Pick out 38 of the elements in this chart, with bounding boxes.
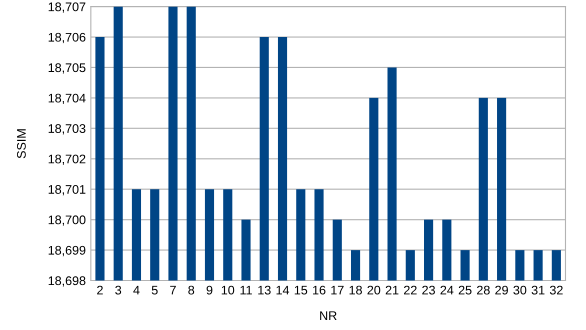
x-tick-label: 31	[532, 286, 544, 295]
x-tick-label: 18	[350, 286, 362, 295]
x-tick-label: 22	[404, 286, 417, 294]
x-tick-label: 24	[440, 286, 454, 294]
y-tick-label: 18,702	[48, 154, 86, 165]
y-tick-label: 18,703	[48, 124, 86, 134]
x-tick-label: 5	[152, 286, 158, 295]
x-axis-title: NR	[320, 311, 337, 320]
x-tick-label: 29	[495, 286, 508, 295]
x-tick-label: 7	[170, 286, 176, 294]
y-tick-label: 18,699	[48, 246, 86, 256]
x-tick-label: 10	[222, 286, 234, 295]
y-tick-label: 18,704	[48, 94, 86, 104]
x-tick-label: 13	[258, 286, 271, 295]
x-tick-label: 16	[313, 286, 326, 295]
x-tick-label: 30	[513, 286, 526, 295]
x-tick-label: 15	[294, 286, 308, 295]
y-tick-label: 18,705	[48, 63, 86, 74]
x-tick-label: 23	[422, 286, 435, 295]
x-tick-label: 4	[133, 286, 140, 294]
x-tick-label: 28	[477, 286, 490, 295]
x-tick-label: 9	[206, 286, 212, 295]
y-tick-label: 18,707	[48, 2, 86, 13]
x-tick-label: 21	[386, 286, 398, 294]
x-tick-label: 14	[276, 286, 290, 294]
x-tick-label: 17	[331, 286, 344, 294]
x-tick-label: 11	[240, 286, 252, 294]
y-tick-label: 18,700	[48, 215, 86, 226]
y-axis-title: SSIM	[16, 129, 26, 158]
x-tick-label: 3	[115, 286, 122, 295]
x-tick-label: 32	[550, 286, 563, 295]
x-tick-label: 20	[367, 286, 380, 295]
x-tick-label: 25	[458, 286, 472, 295]
x-tick-label: 2	[97, 286, 103, 294]
x-tick-label: 8	[188, 286, 194, 295]
y-tick-label: 18,706	[48, 32, 86, 44]
y-tick-label: 18,698	[48, 276, 86, 287]
y-tick-label: 18,701	[48, 185, 86, 196]
